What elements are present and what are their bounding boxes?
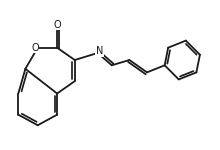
Text: O: O xyxy=(31,43,39,53)
Text: N: N xyxy=(96,46,103,56)
Text: O: O xyxy=(53,20,61,30)
